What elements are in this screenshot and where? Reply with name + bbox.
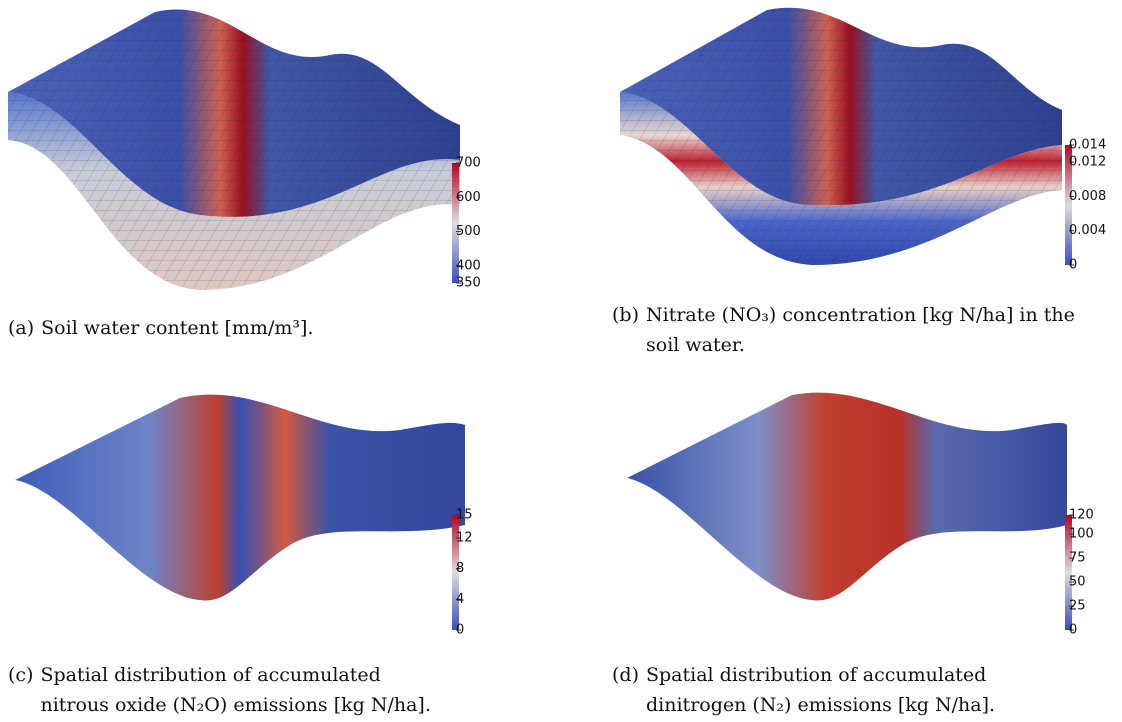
- colorbar-tick-label: 8: [456, 561, 464, 576]
- caption-text: Spatial distribution of accumulated dini…: [646, 664, 996, 716]
- colorbar: [1065, 145, 1072, 265]
- colorbar-tick-label: 0: [456, 623, 464, 638]
- colorbar-tick-label: 120: [1069, 508, 1094, 523]
- colorbar: [1065, 515, 1072, 630]
- caption-b: (b) Nitrate (NO₃) concentration [kg N/ha]…: [612, 300, 1087, 360]
- surface-a: [8, 9, 460, 291]
- caption-label: (d): [612, 664, 639, 686]
- colorbar-tick-label: 50: [1069, 575, 1086, 590]
- caption-c: (c) Spatial distribution of accumulated n…: [8, 660, 448, 720]
- colorbar-tick-label: 0: [1069, 258, 1077, 273]
- colorbar: [452, 163, 459, 283]
- caption-label: (b): [612, 304, 639, 326]
- colorbar-tick-label: 0.008: [1069, 189, 1106, 204]
- colorbar: [452, 515, 459, 630]
- colorbar-tick-label: 100: [1069, 527, 1094, 542]
- colorbar-tick-label: 75: [1069, 551, 1086, 566]
- caption-a: (a) Soil water content [mm/m³].: [8, 313, 448, 343]
- colorbar-tick-label: 700: [456, 156, 481, 171]
- caption-text: Soil water content [mm/m³].: [41, 317, 314, 339]
- colorbar-tick-label: 600: [456, 190, 481, 205]
- surface-c: [15, 394, 465, 601]
- caption-d: (d) Spatial distribution of accumulated d…: [612, 660, 1087, 720]
- surface-d: [627, 392, 1067, 601]
- colorbar-tick-label: 0: [1069, 623, 1077, 638]
- colorbar-tick-label: 0.012: [1069, 155, 1106, 170]
- colorbar-tick-label: 0.004: [1069, 223, 1106, 238]
- caption-text: Nitrate (NO₃) concentration [kg N/ha] in…: [646, 304, 1075, 356]
- colorbar-tick-label: 4: [456, 592, 464, 607]
- colorbar-tick-label: 12: [456, 531, 473, 546]
- colorbar-tick-label: 350: [456, 276, 481, 291]
- caption-label: (c): [8, 664, 34, 686]
- colorbar-tick-label: 500: [456, 224, 481, 239]
- caption-text: Spatial distribution of accumulated nitr…: [40, 664, 431, 716]
- colorbar-tick-label: 15: [456, 508, 473, 523]
- surface-b: [620, 7, 1062, 265]
- colorbar-tick-label: 400: [456, 258, 481, 273]
- colorbar-tick-label: 25: [1069, 599, 1086, 614]
- caption-label: (a): [8, 317, 35, 339]
- colorbar-tick-label: 0.014: [1069, 138, 1106, 153]
